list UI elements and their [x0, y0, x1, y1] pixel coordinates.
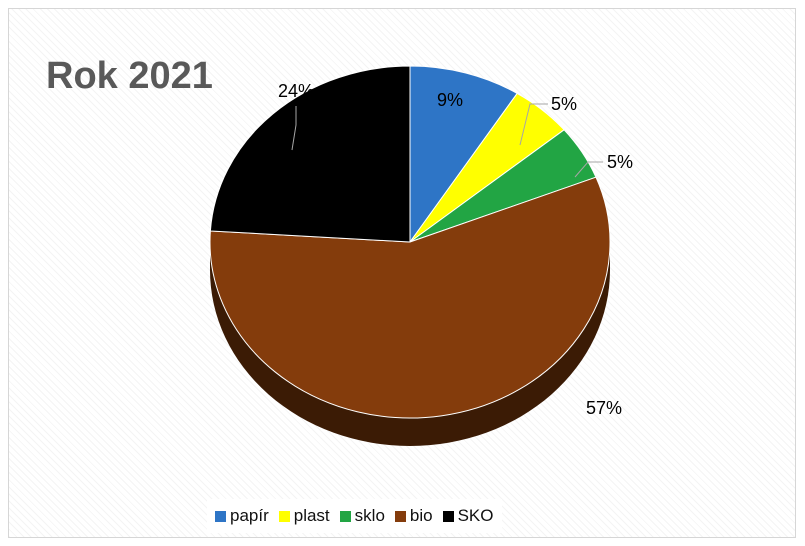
- legend-item-sko: SKO: [442, 506, 494, 526]
- legend-label: bio: [409, 506, 433, 525]
- pie-slice-bio: [209, 176, 611, 419]
- legend-item-papir: papír: [215, 506, 269, 526]
- legend-swatch: [442, 510, 454, 522]
- legend-item-sklo: sklo: [339, 506, 385, 526]
- data-label-plast: 5%: [551, 94, 577, 114]
- legend-swatch: [278, 510, 290, 522]
- pie-slice-papir: [409, 65, 518, 244]
- legend-label: SKO: [457, 506, 494, 525]
- legend-swatch: [339, 510, 351, 522]
- leader-line-sklo: [574, 161, 603, 178]
- legend: papír plast sklo bio SKO: [207, 499, 502, 533]
- legend-swatch: [394, 510, 406, 522]
- data-label-papir: 9%: [437, 90, 463, 110]
- legend-label: papír: [230, 506, 269, 525]
- legend-label: plast: [293, 506, 330, 525]
- pie-slice-sko: [209, 65, 411, 243]
- legend-item-plast: plast: [278, 506, 330, 526]
- legend-label: sklo: [354, 506, 385, 525]
- legend-item-bio: bio: [394, 506, 433, 526]
- legend-swatch: [215, 510, 226, 522]
- data-label-sklo: 5%: [607, 152, 633, 172]
- data-label-sko: 24%: [278, 81, 314, 101]
- data-labels: 9% 5% 5% 57% 24%: [278, 81, 633, 418]
- chart-title: Rok 2021: [46, 55, 213, 97]
- leader-line-plast: [519, 103, 548, 146]
- leader-line-sko: [291, 106, 297, 151]
- data-label-bio: 57%: [586, 398, 622, 418]
- pie-slices: [209, 65, 611, 419]
